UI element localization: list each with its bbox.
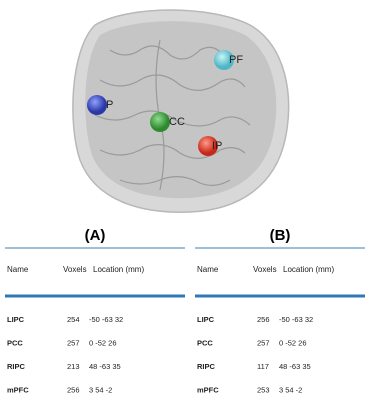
panel-label: (B) (270, 227, 291, 244)
brain: P CC PF IP (73, 10, 289, 212)
cell: 48 -63 35 (279, 362, 311, 371)
sphere (87, 95, 107, 115)
column-header: Voxels (253, 265, 277, 274)
cell: -50 -63 32 (279, 315, 313, 324)
cell: -50 -63 32 (89, 315, 123, 324)
cell: 254 (67, 315, 80, 324)
column-header: Location (mm) (93, 265, 144, 274)
row-name: PCC (197, 338, 213, 347)
page: P CC PF IP (A) Name Voxels Location (mm) LIP… (0, 0, 370, 411)
cell: 257 (257, 338, 270, 347)
figure: P CC PF IP (A) Name Voxels Location (mm) LIP… (0, 0, 370, 411)
region-label: P (106, 99, 113, 111)
cell: 213 (67, 362, 80, 371)
cell: 256 (257, 315, 270, 324)
row-name: LIPC (7, 315, 25, 324)
cell: 0 -52 26 (279, 338, 307, 347)
row-name: RIPC (197, 362, 216, 371)
row-name: RIPC (7, 362, 26, 371)
region-label: CC (169, 116, 185, 128)
column-header: Name (7, 265, 29, 274)
cell: 0 -52 26 (89, 338, 117, 347)
row-name: LIPC (197, 315, 215, 324)
cell: 256 (67, 385, 80, 394)
cell: 253 (257, 385, 270, 394)
row-name: mPFC (197, 385, 219, 394)
cell: 3 54 -2 (279, 385, 302, 394)
column-header: Name (197, 265, 219, 274)
panel-label: (A) (85, 227, 106, 244)
region-label: IP (212, 140, 222, 152)
column-header: Voxels (63, 265, 87, 274)
column-header: Location (mm) (283, 265, 334, 274)
cell: 3 54 -2 (89, 385, 112, 394)
sphere (150, 112, 170, 132)
region-label: PF (229, 54, 243, 66)
row-name: mPFC (7, 385, 29, 394)
cell: 257 (67, 338, 80, 347)
cell: 117 (257, 362, 269, 371)
row-name: PCC (7, 338, 23, 347)
cell: 48 -63 35 (89, 362, 121, 371)
